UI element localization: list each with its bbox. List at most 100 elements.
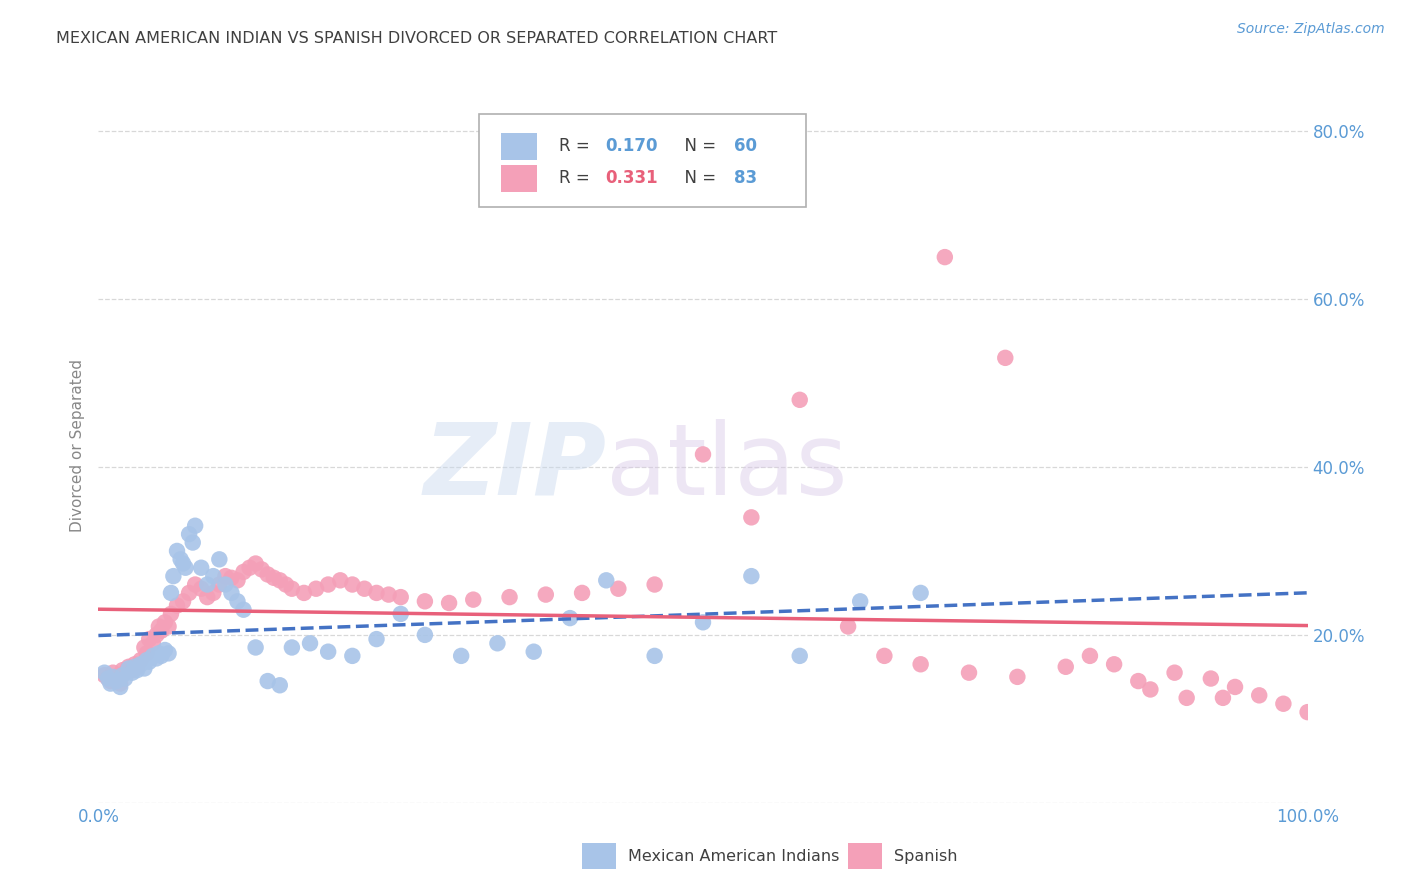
- Point: [1128, 674, 1150, 689]
- Point: [534, 588, 557, 602]
- Point: [105, 674, 128, 689]
- Point: [172, 557, 194, 571]
- Point: [316, 577, 339, 591]
- FancyBboxPatch shape: [582, 844, 616, 869]
- Point: [232, 603, 254, 617]
- Point: [1296, 705, 1319, 719]
- Point: [153, 643, 176, 657]
- Point: [789, 648, 811, 663]
- Point: [166, 544, 188, 558]
- Point: [232, 565, 254, 579]
- Point: [366, 632, 388, 646]
- Point: [129, 653, 152, 667]
- Point: [134, 661, 156, 675]
- Point: [1272, 697, 1295, 711]
- Text: Source: ZipAtlas.com: Source: ZipAtlas.com: [1237, 22, 1385, 37]
- Point: [305, 582, 328, 596]
- Point: [316, 645, 339, 659]
- Point: [389, 607, 412, 621]
- Text: ZIP: ZIP: [423, 419, 606, 516]
- Point: [250, 562, 273, 576]
- Point: [108, 676, 131, 690]
- Point: [692, 615, 714, 630]
- FancyBboxPatch shape: [501, 133, 537, 160]
- Point: [1223, 680, 1246, 694]
- Point: [174, 560, 197, 574]
- Point: [1054, 660, 1077, 674]
- Point: [1139, 682, 1161, 697]
- Point: [195, 590, 218, 604]
- Point: [269, 574, 291, 588]
- Point: [221, 586, 243, 600]
- Point: [148, 619, 170, 633]
- Point: [157, 646, 180, 660]
- Point: [263, 571, 285, 585]
- Point: [169, 552, 191, 566]
- Point: [195, 577, 218, 591]
- Point: [910, 657, 932, 672]
- Point: [329, 574, 352, 588]
- Point: [135, 653, 157, 667]
- Point: [121, 663, 143, 677]
- Point: [153, 615, 176, 630]
- Point: [105, 670, 128, 684]
- Point: [190, 560, 212, 574]
- Point: [1212, 690, 1234, 705]
- Point: [124, 657, 146, 672]
- Point: [644, 577, 666, 591]
- Point: [118, 660, 141, 674]
- Point: [486, 636, 509, 650]
- Point: [837, 619, 859, 633]
- Point: [281, 640, 304, 655]
- Point: [377, 588, 399, 602]
- Point: [97, 672, 120, 686]
- FancyBboxPatch shape: [848, 844, 882, 869]
- Point: [184, 518, 207, 533]
- Point: [101, 665, 124, 680]
- Point: [389, 590, 412, 604]
- Point: [111, 663, 134, 677]
- Point: [157, 619, 180, 633]
- Point: [97, 672, 120, 686]
- Point: [129, 657, 152, 672]
- Point: [437, 596, 460, 610]
- Point: [202, 586, 225, 600]
- Point: [994, 351, 1017, 365]
- Point: [121, 665, 143, 680]
- Point: [127, 660, 149, 674]
- Point: [1102, 657, 1125, 672]
- Point: [644, 648, 666, 663]
- Point: [413, 628, 436, 642]
- Text: MEXICAN AMERICAN INDIAN VS SPANISH DIVORCED OR SEPARATED CORRELATION CHART: MEXICAN AMERICAN INDIAN VS SPANISH DIVOR…: [56, 31, 778, 46]
- Point: [150, 648, 173, 663]
- Point: [274, 577, 297, 591]
- Point: [256, 567, 278, 582]
- Point: [269, 678, 291, 692]
- Point: [692, 447, 714, 461]
- Text: R =: R =: [560, 169, 595, 187]
- Point: [292, 586, 315, 600]
- Point: [342, 648, 364, 663]
- Point: [1078, 648, 1101, 663]
- Point: [118, 661, 141, 675]
- Point: [93, 665, 115, 680]
- Point: [353, 582, 375, 596]
- Point: [463, 592, 485, 607]
- Text: N =: N =: [673, 137, 721, 155]
- Text: Spanish: Spanish: [894, 849, 957, 863]
- Point: [124, 660, 146, 674]
- Point: [1007, 670, 1029, 684]
- Point: [179, 527, 201, 541]
- Point: [1249, 689, 1271, 703]
- Text: N =: N =: [673, 169, 721, 187]
- Point: [172, 594, 194, 608]
- Text: atlas: atlas: [606, 419, 848, 516]
- Y-axis label: Divorced or Separated: Divorced or Separated: [70, 359, 86, 533]
- Point: [214, 569, 236, 583]
- Point: [523, 645, 546, 659]
- Point: [93, 668, 115, 682]
- Point: [934, 250, 956, 264]
- Point: [184, 577, 207, 591]
- Point: [142, 636, 165, 650]
- Text: R =: R =: [560, 137, 595, 155]
